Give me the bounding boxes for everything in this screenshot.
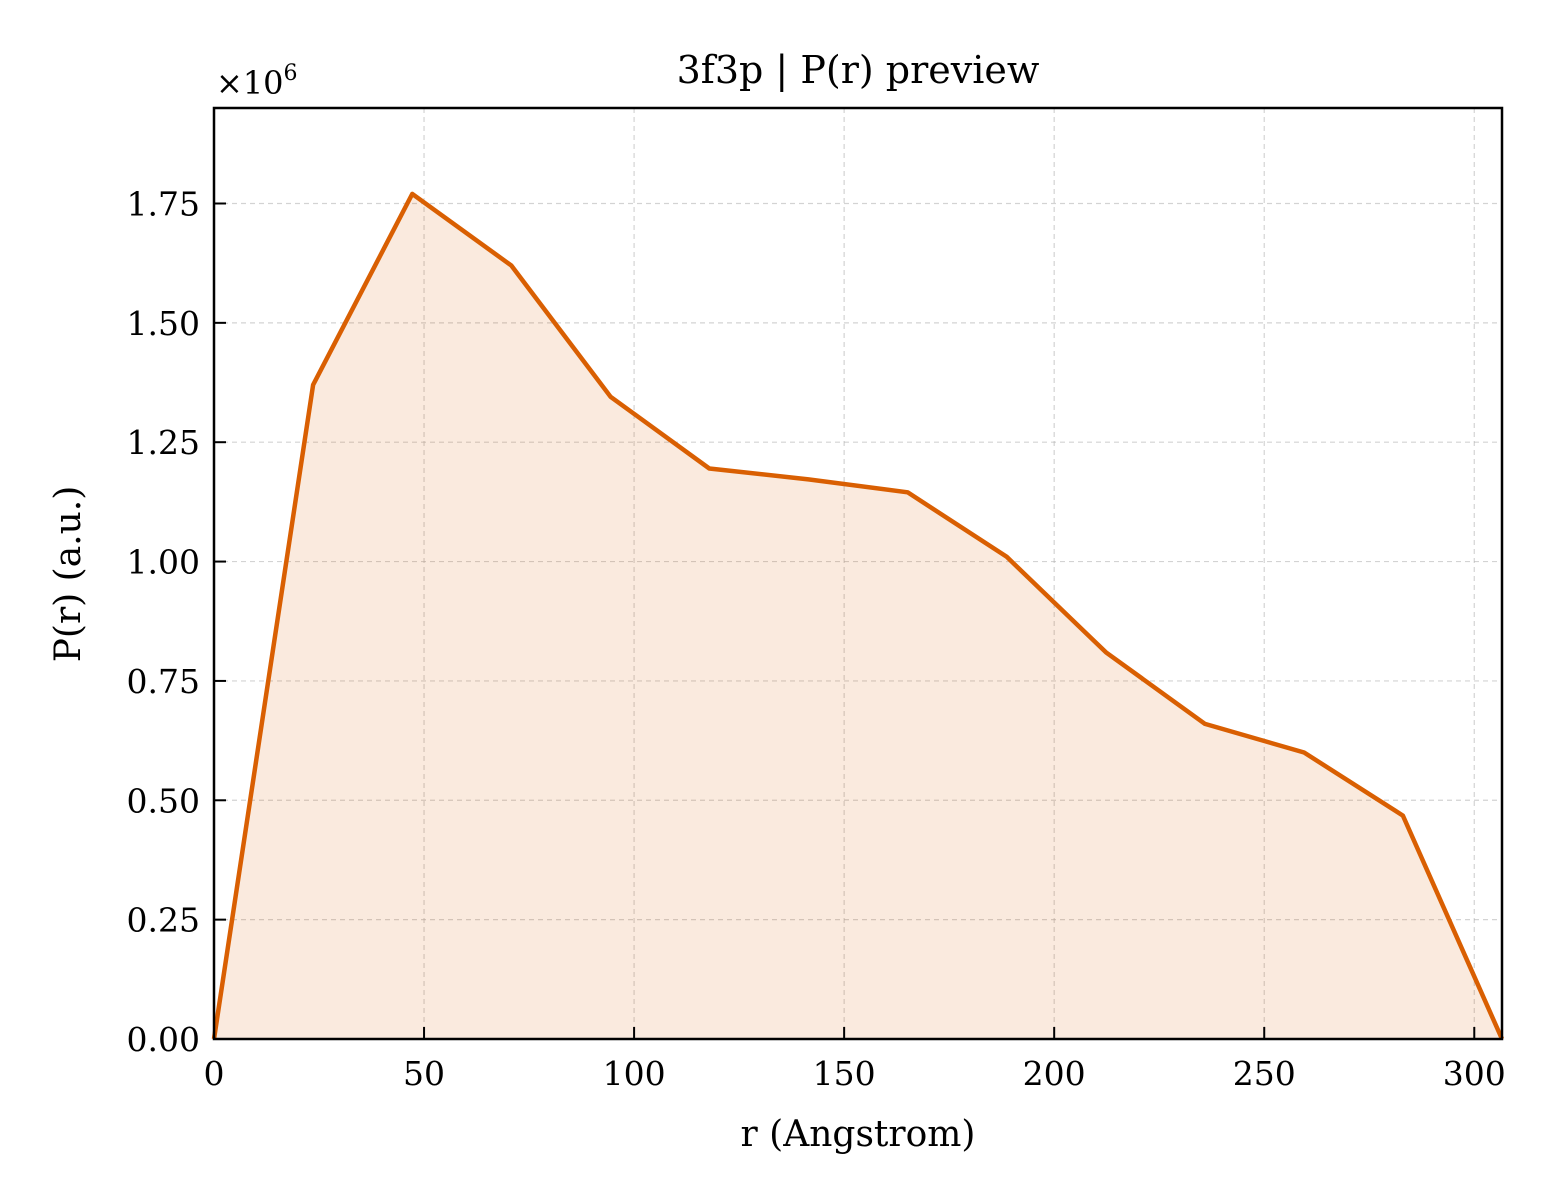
y-tick-label: 1.75 <box>127 184 200 223</box>
y-tick-label: 0.00 <box>127 1020 200 1059</box>
y-tick-label: 1.25 <box>127 423 200 462</box>
series-line <box>211 191 1505 1040</box>
x-tick-label: 250 <box>1233 1054 1296 1093</box>
x-tick-label: 150 <box>813 1054 876 1093</box>
chart-title: 3f3p | P(r) preview <box>677 48 1040 92</box>
x-axis-label: r (Angstrom) <box>741 1114 976 1155</box>
y-axis-multiplier-exponent: 6 <box>284 61 298 86</box>
series-area-fill <box>214 193 1502 1039</box>
y-axis-multiplier: ×106 <box>216 61 298 102</box>
y-tick-label: 0.25 <box>127 901 200 940</box>
y-tick-label: 0.50 <box>127 781 200 820</box>
y-axis-multiplier-base: ×10 <box>216 64 284 102</box>
x-tick-label: 300 <box>1443 1054 1506 1093</box>
x-tick-label: 0 <box>204 1054 225 1093</box>
y-tick-labels: 0.00 0.25 0.50 0.75 1.00 1.25 1.50 1.75 <box>127 184 200 1059</box>
x-tick-labels: 0 50 100 150 200 250 300 <box>204 1054 1506 1093</box>
y-tick-label: 0.75 <box>127 662 200 701</box>
y-axis-label: P(r) (a.u.) <box>48 486 89 663</box>
x-tick-label: 50 <box>403 1054 445 1093</box>
x-tick-label: 200 <box>1023 1054 1086 1093</box>
plot-frame <box>212 106 1504 1041</box>
x-tick-label: 100 <box>603 1054 666 1093</box>
y-tick-label: 1.50 <box>127 304 200 343</box>
y-tick-label: 1.00 <box>127 543 200 582</box>
